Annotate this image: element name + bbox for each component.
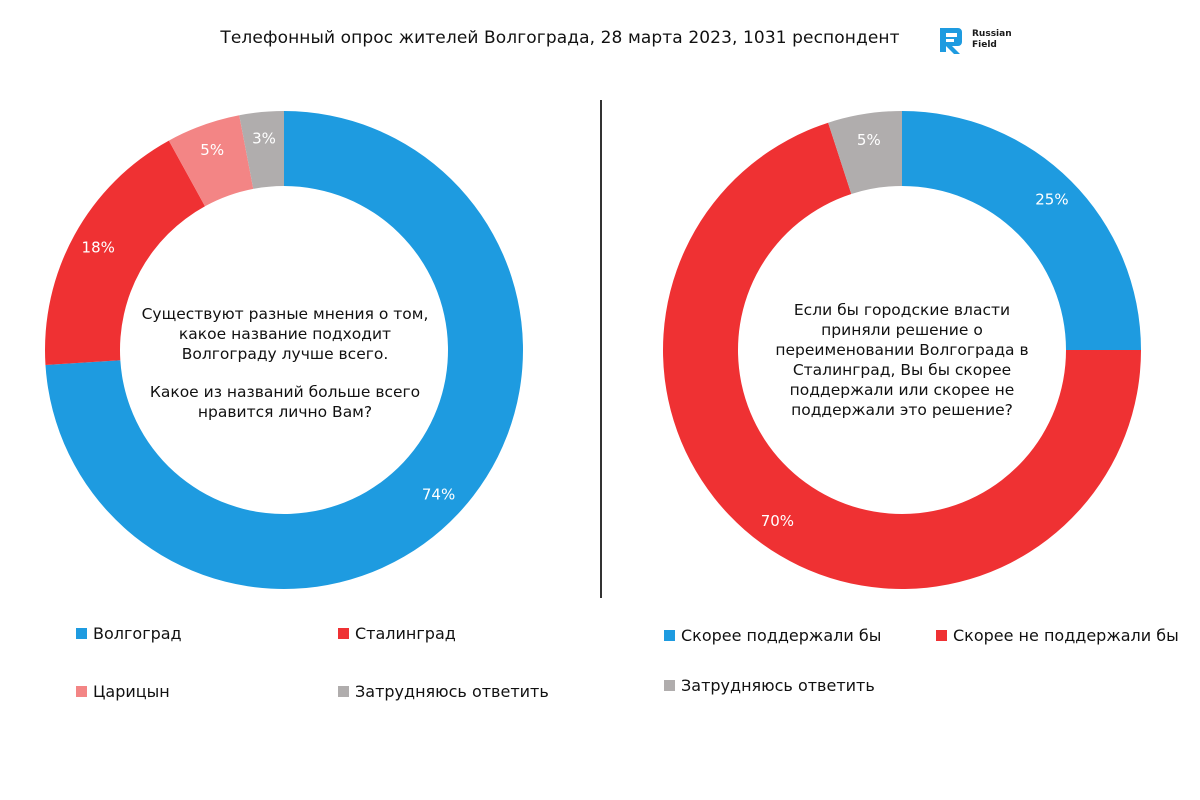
logo-line-1: Russian	[972, 29, 1012, 39]
question-left-line-1: Существуют разные мнения о том, какое на…	[141, 305, 429, 363]
legend-label: Скорее не поддержали бы	[953, 626, 1179, 645]
logo-line-2: Field	[972, 40, 997, 50]
legend-item-hard-to-say-left: Затрудняюсь ответить	[338, 682, 549, 701]
legend-item-hard-to-say-right: Затрудняюсь ответить	[664, 676, 875, 695]
legend-swatch	[76, 686, 87, 697]
question-left-line-2: Какое из названий больше всего нравится …	[149, 383, 421, 421]
legend-swatch	[338, 628, 349, 639]
legend-label: Затрудняюсь ответить	[355, 682, 549, 701]
donut-slice-1-1	[663, 122, 1141, 589]
donut-chart-city-name: 74% 18% 5% 3%	[44, 111, 523, 589]
russian-field-logo-icon	[940, 28, 962, 54]
legend-item-not-support: Скорее не поддержали бы	[936, 626, 1179, 645]
legend-item-volgograd: Волгоград	[76, 624, 182, 643]
legend-item-support: Скорее поддержали бы	[664, 626, 881, 645]
legend-label: Царицын	[93, 682, 170, 701]
legend-label: Сталинград	[355, 624, 456, 643]
legend-swatch	[664, 680, 675, 691]
slice-label-1-0: 25%	[1035, 191, 1068, 209]
divider	[600, 100, 602, 598]
question-right-line-1: Если бы городские власти приняли решение…	[775, 301, 1029, 419]
legend-swatch	[338, 686, 349, 697]
question-right: Если бы городские власти приняли решение…	[760, 300, 1044, 420]
legend-label: Затрудняюсь ответить	[681, 676, 875, 695]
legend-swatch	[76, 628, 87, 639]
logo: Russian Field	[936, 24, 1012, 56]
slice-label-0-2: 5%	[200, 141, 224, 159]
slice-label-0-1: 18%	[82, 238, 115, 256]
slice-label-1-1: 70%	[761, 512, 794, 530]
donut-slice-0-1	[44, 140, 205, 366]
slice-label-0-3: 3%	[252, 129, 276, 147]
legend-item-stalingrad: Сталинград	[338, 624, 456, 643]
donut-slice-1-2	[828, 111, 902, 195]
legend-swatch	[936, 630, 947, 641]
chart-title: Телефонный опрос жителей Волгограда, 28 …	[220, 28, 900, 48]
donut-slice-0-0	[45, 111, 523, 589]
donut-slice-1-0	[902, 111, 1141, 350]
legend-swatch	[664, 630, 675, 641]
question-left: Существуют разные мнения о том, какое на…	[130, 304, 440, 422]
legend-label: Волгоград	[93, 624, 182, 643]
legend-label: Скорее поддержали бы	[681, 626, 882, 645]
slice-label-0-0: 74%	[422, 486, 455, 504]
donut-slice-0-2	[168, 115, 254, 207]
donut-chart-rename-support: 25% 70% 5%	[663, 111, 1141, 589]
donut-slice-0-3	[239, 111, 284, 189]
slice-label-1-2: 5%	[857, 131, 881, 149]
legend-item-tsaritsyn: Царицын	[76, 682, 170, 701]
